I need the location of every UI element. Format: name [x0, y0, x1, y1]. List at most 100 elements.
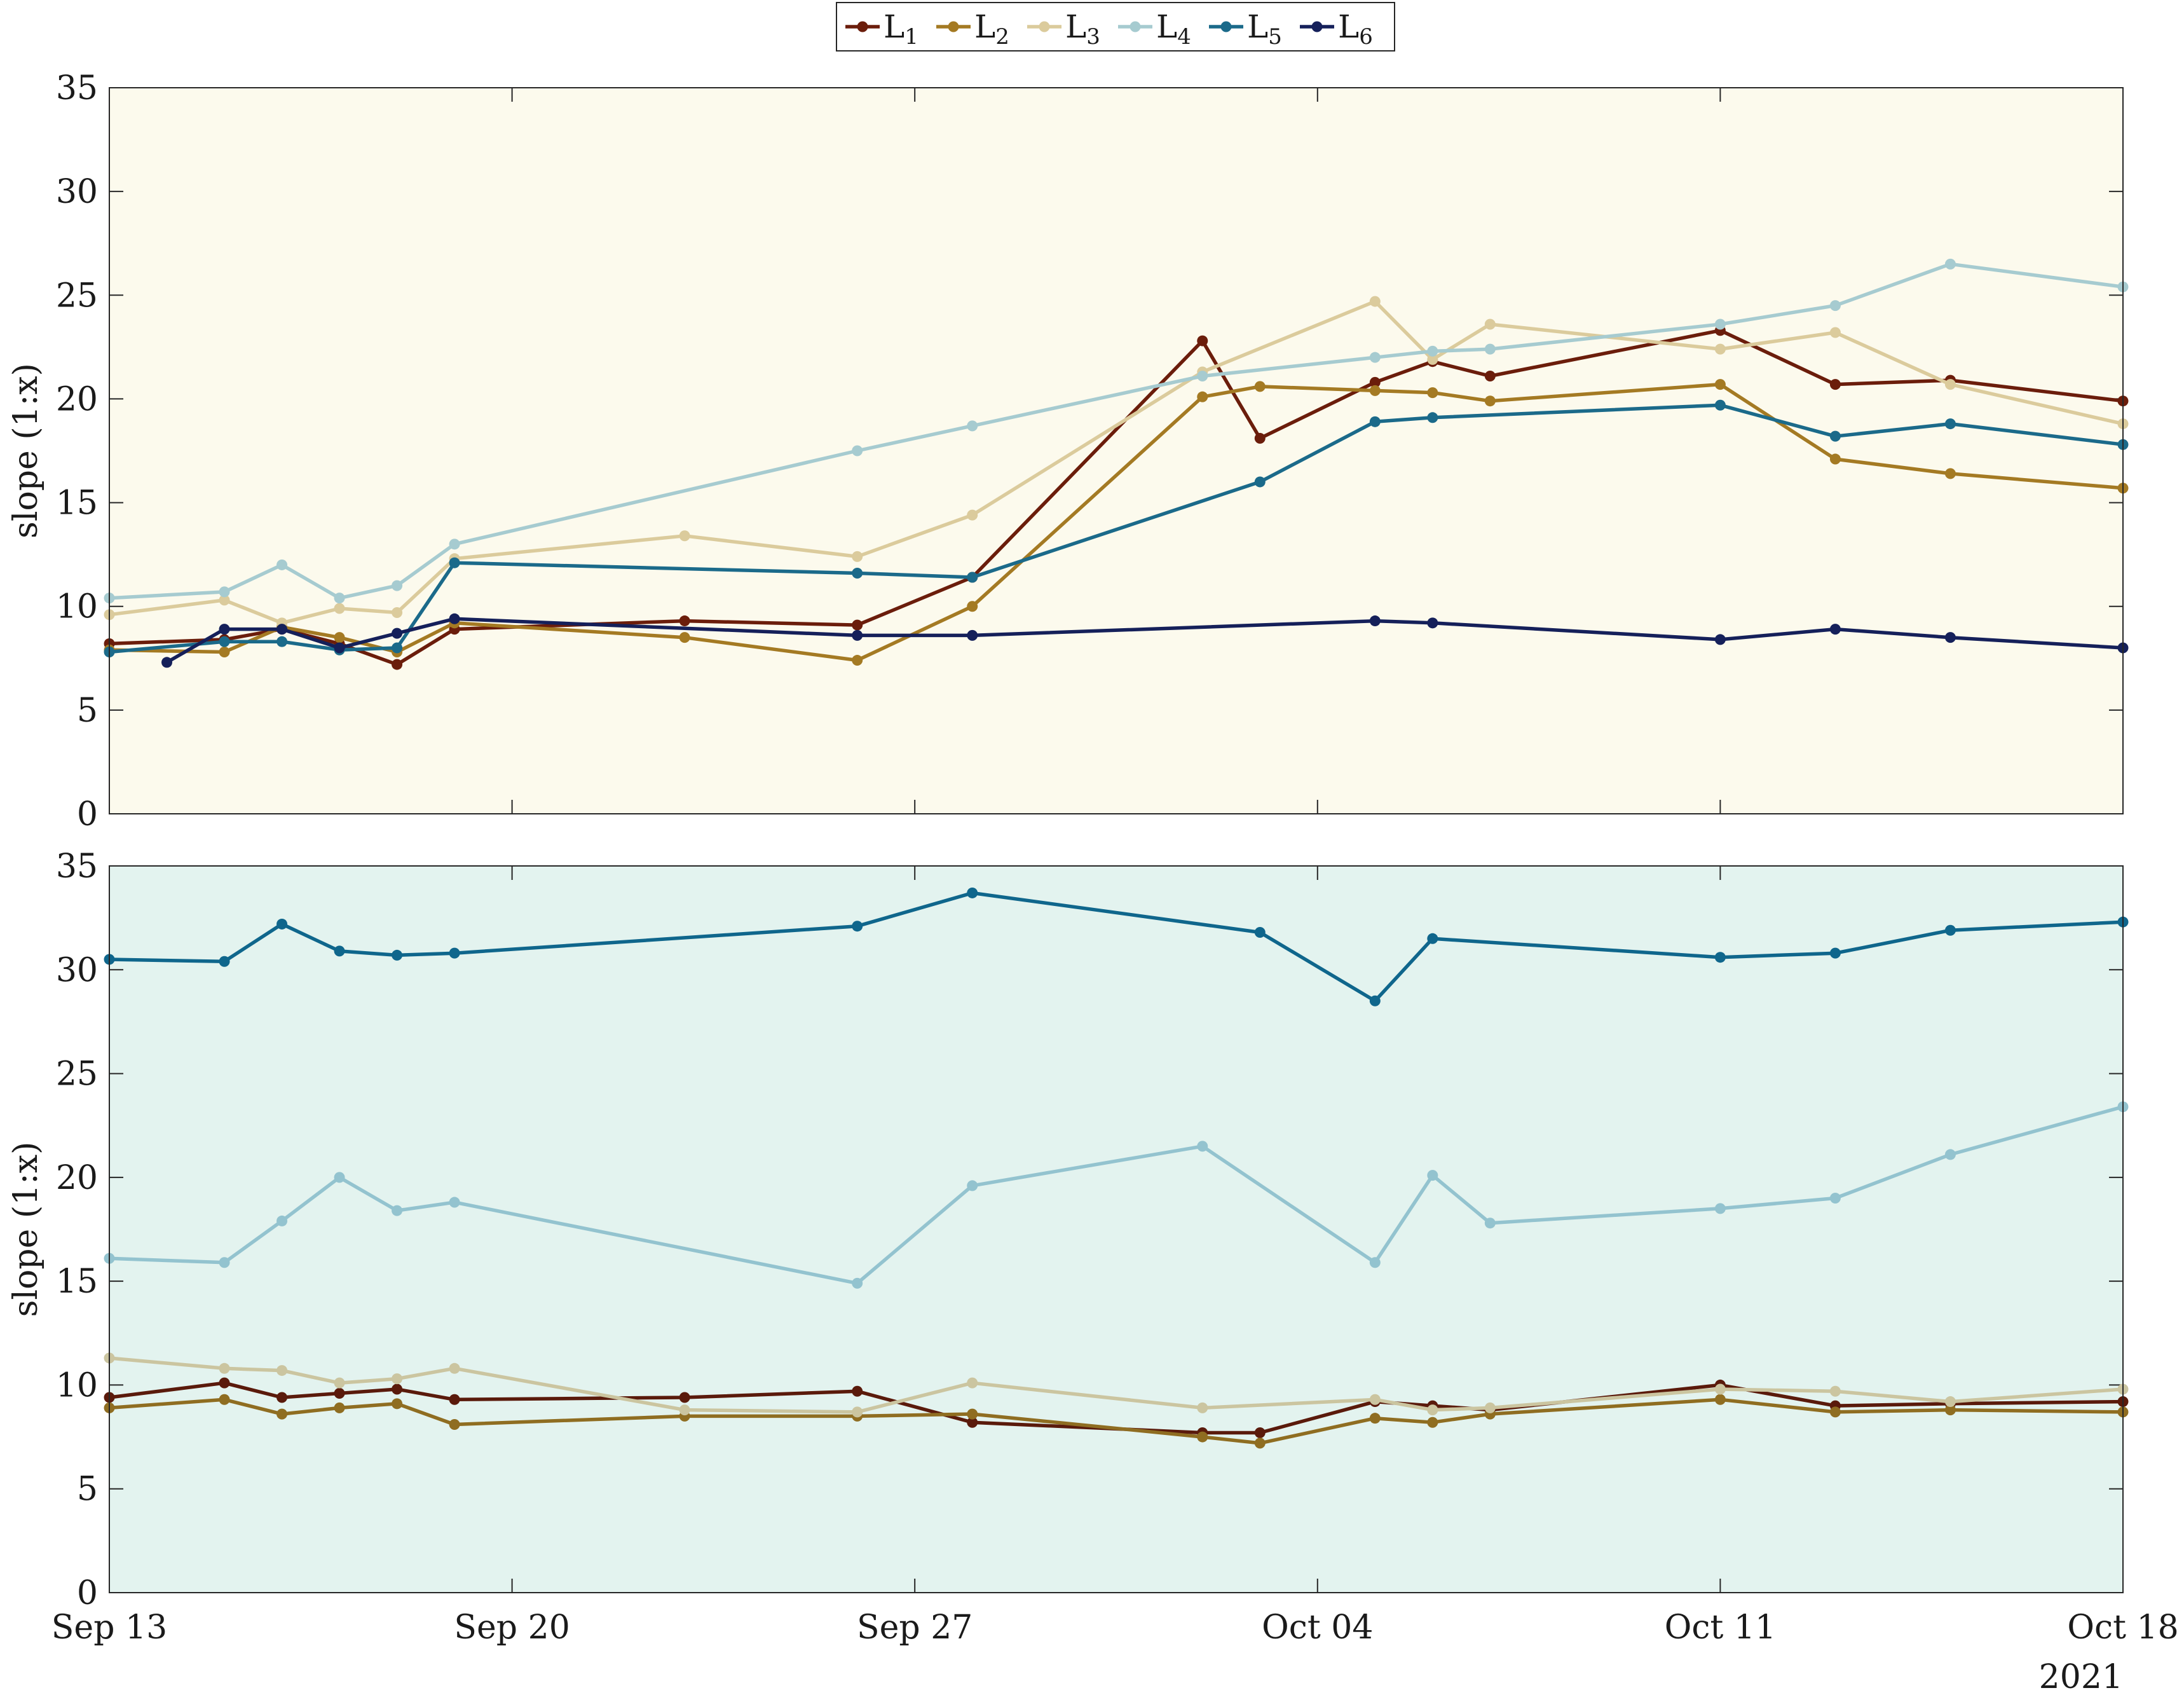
y-tick-label: 15: [56, 1263, 98, 1301]
data-point: [276, 624, 288, 635]
y-tick-label: 25: [56, 277, 98, 315]
data-point: [1254, 476, 1266, 488]
data-point: [1369, 1394, 1381, 1405]
data-point: [1484, 343, 1496, 355]
legend-label: L4: [1156, 8, 1191, 50]
legend-item-L2[interactable]: L2: [936, 8, 1009, 50]
data-point: [334, 603, 345, 614]
data-point: [967, 601, 978, 612]
data-point: [392, 1373, 403, 1385]
y-tick-label: 5: [77, 1471, 98, 1509]
data-point: [1944, 418, 1956, 430]
data-point: [276, 636, 288, 647]
data-point: [852, 1406, 863, 1418]
series-line: [109, 1397, 2124, 1445]
y-tick-label: 35: [56, 69, 98, 107]
y-tick-label: 0: [77, 795, 98, 834]
data-point: [1944, 632, 1956, 643]
y-tick-label: 25: [56, 1055, 98, 1094]
data-point: [276, 1392, 288, 1403]
data-point: [334, 1377, 345, 1389]
data-point: [1369, 352, 1381, 363]
data-point: [1714, 1394, 1726, 1405]
series-L2: [104, 1394, 2129, 1449]
data-point: [1369, 385, 1381, 396]
legend[interactable]: L1 L2 L3 L4 L5 L6: [836, 2, 1395, 51]
legend-swatch-marker: [1130, 21, 1141, 32]
data-point: [1369, 995, 1381, 1006]
legend-item-L3[interactable]: L3: [1027, 8, 1100, 50]
y-tick-label: 10: [56, 1366, 98, 1404]
data-point: [219, 1394, 230, 1405]
data-point: [1254, 432, 1266, 444]
legend-item-L5[interactable]: L5: [1209, 8, 1282, 50]
data-point: [852, 1277, 863, 1289]
data-point: [679, 1404, 690, 1416]
data-point: [334, 1402, 345, 1413]
data-point: [334, 1387, 345, 1399]
y-axis-title: slope (1:x): [7, 1142, 45, 1317]
data-point: [1829, 1193, 1841, 1204]
data-point: [449, 1418, 460, 1430]
data-point: [1197, 391, 1208, 402]
data-point: [852, 921, 863, 932]
y-tick-label: 35: [56, 848, 98, 886]
data-point: [1197, 371, 1208, 382]
plot-frame: [109, 865, 2124, 1593]
data-point: [334, 642, 345, 654]
data-point: [967, 629, 978, 641]
data-point: [1484, 1218, 1496, 1229]
data-point: [679, 1392, 690, 1403]
data-point: [1369, 1413, 1381, 1424]
y-tick-label: 30: [56, 173, 98, 211]
series-line: [109, 262, 2124, 600]
x-tick-label: Sep 13: [51, 1609, 167, 1647]
data-point: [1829, 947, 1841, 959]
legend-label: L5: [1247, 8, 1282, 50]
legend-item-L4[interactable]: L4: [1118, 8, 1191, 50]
x-axis-year-label: 2021: [2039, 1658, 2123, 1695]
data-point: [219, 636, 230, 647]
data-point: [334, 945, 345, 957]
legend-item-L1[interactable]: L1: [845, 8, 918, 50]
data-point: [276, 1215, 288, 1226]
data-point: [161, 657, 173, 668]
legend-item-L6[interactable]: L6: [1300, 8, 1373, 50]
data-point: [1944, 1149, 1956, 1160]
y-tick-label: 0: [77, 1574, 98, 1612]
data-point: [334, 593, 345, 604]
x-tick-label: Oct 04: [1262, 1609, 1373, 1647]
data-point: [1427, 1170, 1438, 1181]
data-point: [1369, 416, 1381, 427]
data-point: [219, 1362, 230, 1374]
data-point: [392, 1205, 403, 1216]
series-line: [166, 617, 2124, 664]
y-tick-label: 5: [77, 692, 98, 730]
data-point: [392, 1383, 403, 1395]
x-tick-label: Oct 18: [2067, 1609, 2178, 1647]
data-point: [1829, 1385, 1841, 1397]
data-point: [1427, 345, 1438, 357]
data-point: [1427, 353, 1438, 365]
x-tick-label: Oct 11: [1665, 1609, 1776, 1647]
data-point: [1427, 1417, 1438, 1428]
series-L3: [104, 1352, 2129, 1418]
data-point: [852, 629, 863, 641]
data-point: [392, 628, 403, 639]
data-point: [392, 642, 403, 654]
data-point: [1254, 381, 1266, 392]
data-point: [967, 420, 978, 432]
y-tick-label: 20: [56, 1159, 98, 1197]
data-point: [1714, 1383, 1726, 1395]
data-point: [334, 632, 345, 643]
data-point: [1369, 376, 1381, 388]
series-line: [109, 329, 2124, 666]
data-point: [392, 580, 403, 591]
series-line: [109, 1105, 2124, 1286]
data-point: [852, 445, 863, 456]
x-tick-label: Sep 27: [857, 1609, 973, 1647]
data-point: [1829, 624, 1841, 635]
data-point: [449, 1197, 460, 1208]
data-point: [1714, 1203, 1726, 1214]
data-point: [1829, 300, 1841, 312]
